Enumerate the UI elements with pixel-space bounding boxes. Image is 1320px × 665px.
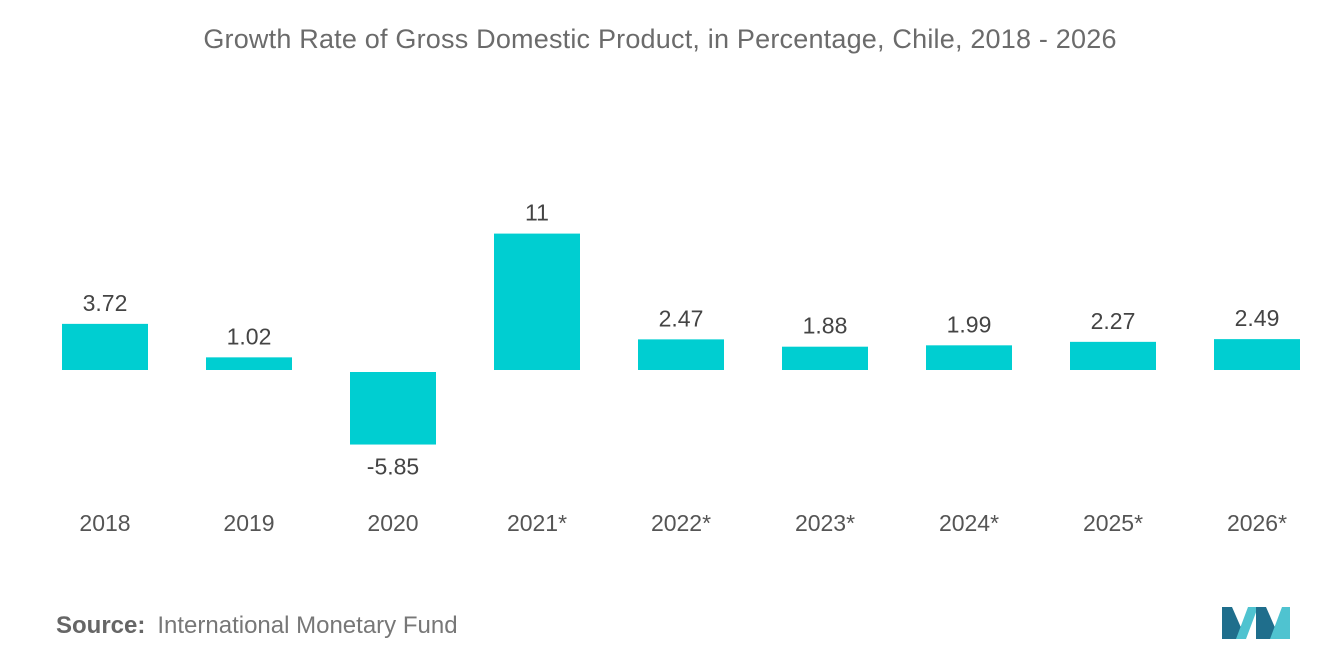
data-label: 1.99	[947, 311, 992, 337]
bar-2019	[206, 357, 292, 370]
chart-title: Growth Rate of Gross Domestic Product, i…	[203, 24, 1117, 54]
data-label: 1.88	[803, 313, 848, 339]
x-tick-label: 2018	[79, 510, 130, 536]
x-tick-label: 2021*	[507, 510, 567, 536]
bar-2026-forecast	[1214, 339, 1300, 370]
mordor-logo-icon	[1222, 607, 1290, 639]
source-text: International Monetary Fund	[157, 612, 458, 639]
x-tick-label: 2026*	[1227, 510, 1287, 536]
x-tick-label: 2020	[367, 510, 418, 536]
bar-2024-forecast	[926, 345, 1012, 370]
data-label: 3.72	[83, 290, 128, 316]
source-note: Source: International Monetary Fund	[56, 612, 458, 640]
bar-2023-forecast	[782, 346, 868, 370]
x-tick-label: 2022*	[651, 510, 711, 536]
data-label: -5.85	[367, 454, 419, 480]
data-label: 2.49	[1235, 305, 1280, 331]
x-tick-label: 2019	[223, 510, 274, 536]
data-label: 2.47	[659, 305, 704, 331]
bar-2025-forecast	[1070, 341, 1156, 370]
bar-2022-forecast	[638, 339, 724, 370]
x-tick-label: 2024*	[939, 510, 999, 536]
bar-chart: 3.72 2018 1.02 2019 -5.85 2020 11 2021* 2.47 2022…	[62, 200, 1300, 536]
data-label: 2.27	[1091, 308, 1136, 334]
data-label: 11	[525, 200, 549, 226]
bar-2021-forecast	[494, 233, 580, 370]
data-label: 1.02	[227, 323, 272, 349]
bar-2018	[62, 323, 148, 370]
x-tick-label: 2025*	[1083, 510, 1143, 536]
source-label: Source:	[56, 612, 146, 639]
bar-2020	[350, 372, 436, 445]
x-tick-label: 2023*	[795, 510, 855, 536]
